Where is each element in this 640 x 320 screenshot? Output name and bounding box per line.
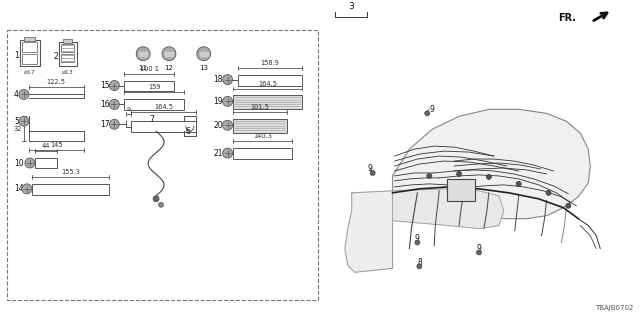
Text: 13: 13 (199, 65, 208, 71)
Circle shape (417, 264, 422, 269)
Polygon shape (392, 189, 504, 228)
Circle shape (456, 172, 461, 176)
Circle shape (136, 47, 150, 61)
Text: 16: 16 (100, 100, 109, 109)
Circle shape (153, 196, 159, 202)
Circle shape (223, 75, 232, 84)
Circle shape (223, 148, 232, 158)
Text: FR.: FR. (558, 13, 577, 23)
Text: 11: 11 (139, 65, 148, 71)
Polygon shape (392, 109, 590, 219)
Text: ø17: ø17 (24, 70, 36, 75)
Text: 164.5: 164.5 (258, 81, 277, 86)
Text: 12: 12 (164, 65, 173, 71)
Circle shape (415, 240, 420, 245)
Text: 32: 32 (13, 126, 22, 132)
Circle shape (19, 116, 29, 126)
Polygon shape (345, 191, 392, 272)
Circle shape (516, 181, 521, 186)
Text: 9: 9 (414, 234, 419, 243)
Text: 7: 7 (149, 115, 154, 124)
Text: 18: 18 (213, 75, 223, 84)
Circle shape (25, 158, 35, 168)
Text: TBAJB0702: TBAJB0702 (595, 305, 633, 311)
Text: 159: 159 (148, 84, 161, 91)
Bar (22, 54, 37, 64)
Text: 14: 14 (14, 184, 24, 193)
Bar (61, 44, 74, 52)
Text: 155.3: 155.3 (61, 169, 80, 175)
Bar (131, 121, 196, 132)
Bar (35, 158, 57, 168)
Text: 145: 145 (50, 142, 63, 148)
Text: 6: 6 (186, 127, 191, 136)
Text: 15: 15 (100, 81, 109, 90)
Text: 9: 9 (368, 164, 372, 173)
Bar (237, 75, 302, 85)
Text: 8: 8 (417, 258, 422, 267)
Polygon shape (139, 52, 147, 56)
Text: 2: 2 (54, 52, 58, 61)
Circle shape (223, 96, 232, 106)
Circle shape (477, 250, 481, 255)
Bar (232, 119, 287, 133)
Text: 3: 3 (348, 2, 354, 11)
Circle shape (19, 90, 29, 100)
Bar (7, 30, 318, 300)
Text: ø13: ø13 (62, 70, 74, 75)
Text: 140.3: 140.3 (253, 133, 272, 139)
Bar (124, 100, 184, 110)
Text: 20: 20 (213, 121, 223, 130)
Circle shape (370, 171, 375, 175)
Circle shape (223, 120, 232, 130)
Text: 44: 44 (42, 143, 50, 149)
Text: 164.5: 164.5 (154, 104, 173, 110)
Text: 158.9: 158.9 (260, 60, 279, 66)
Circle shape (159, 202, 163, 207)
Bar (32, 184, 109, 195)
Bar (63, 39, 72, 43)
Circle shape (162, 47, 176, 61)
Text: 10: 10 (14, 158, 24, 168)
Text: 9: 9 (477, 244, 482, 253)
Bar (61, 54, 74, 62)
Text: 101.5: 101.5 (250, 104, 269, 110)
Circle shape (109, 119, 119, 129)
Text: 9: 9 (429, 105, 434, 114)
Text: 122.5: 122.5 (47, 78, 66, 84)
Text: 17: 17 (100, 120, 109, 129)
Circle shape (109, 81, 119, 91)
Text: 5: 5 (14, 117, 19, 126)
Circle shape (566, 203, 571, 208)
Bar (232, 148, 292, 159)
Text: 19: 19 (213, 97, 223, 106)
Circle shape (546, 190, 551, 195)
Text: 9: 9 (127, 107, 131, 112)
Circle shape (22, 184, 32, 194)
Bar (22, 42, 37, 52)
Polygon shape (200, 52, 208, 56)
Circle shape (197, 47, 211, 61)
Circle shape (425, 111, 430, 116)
Bar (447, 179, 475, 201)
Bar (59, 42, 77, 66)
Bar (124, 81, 174, 92)
Text: 100 1: 100 1 (140, 66, 159, 72)
Circle shape (109, 100, 119, 109)
Text: 21: 21 (213, 148, 223, 157)
Text: 1: 1 (14, 51, 19, 60)
Bar (232, 95, 302, 109)
Circle shape (427, 173, 432, 179)
Bar (20, 40, 40, 66)
Circle shape (486, 174, 492, 180)
Polygon shape (165, 52, 173, 56)
Text: 4: 4 (14, 90, 19, 99)
Bar (24, 37, 35, 41)
